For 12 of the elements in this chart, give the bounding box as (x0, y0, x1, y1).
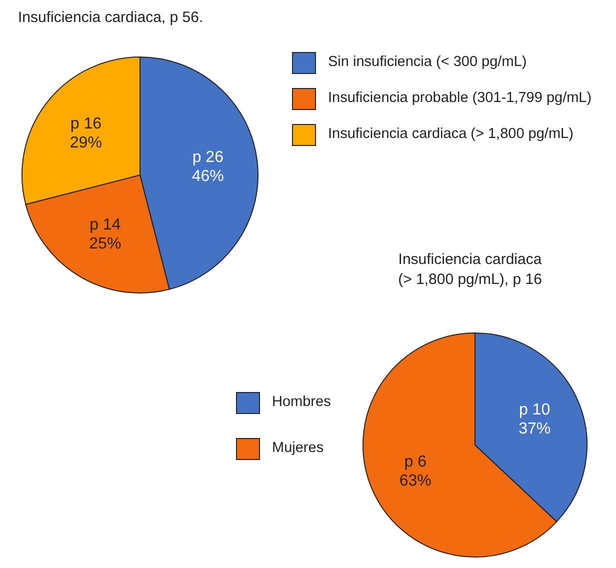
chart-title: Insuficiencia cardiaca, p 56. (18, 8, 204, 28)
legend-label: Hombres (272, 393, 331, 412)
data-label: p 16 29% (70, 116, 102, 152)
data-label: p 10 37% (518, 402, 551, 438)
data-label: p 6 63% (399, 453, 432, 490)
data-label: p 26 46% (192, 148, 224, 185)
legend-label: Sin insuficiencia (< 300 pg/mL) (328, 53, 527, 72)
chart-title: Insuficiencia cardiaca (> 1,800 pg/mL), p 16 (397, 250, 543, 290)
legend-label: Insuficiencia probable (301-1,799 pg/mL) (328, 89, 592, 108)
data-label: p 14 25% (89, 216, 122, 252)
legend-label: Mujeres (272, 439, 324, 458)
legend-label: Insuficiencia cardiaca (> 1,800 pg/mL) (328, 125, 574, 144)
